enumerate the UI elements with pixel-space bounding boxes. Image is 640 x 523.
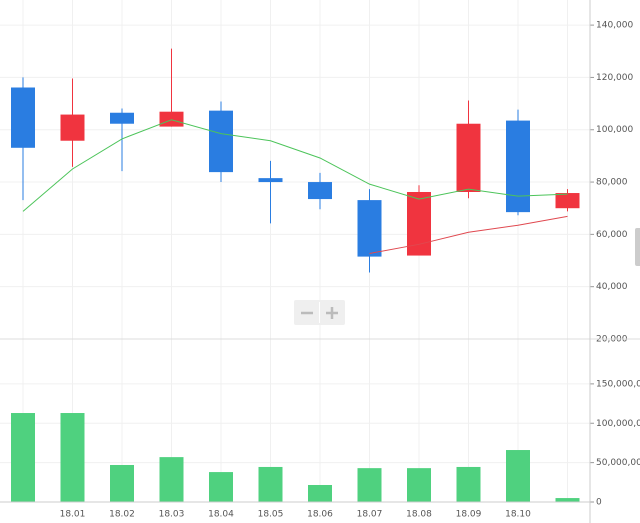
y-tick-label: 140,000 xyxy=(596,21,633,31)
candle-body xyxy=(258,178,283,183)
volume-bar xyxy=(308,484,332,502)
candle-body xyxy=(506,120,530,213)
x-tick-label: 18.06 xyxy=(307,510,333,520)
volume-bar xyxy=(456,466,481,502)
volume-bar xyxy=(159,457,184,502)
x-tick-label: 18.04 xyxy=(208,510,234,520)
candle-body xyxy=(456,123,481,192)
side-tab[interactable] xyxy=(635,228,640,266)
y-tick-label: 100,000 xyxy=(596,125,633,135)
volume-bar xyxy=(258,466,283,502)
volume-bar xyxy=(209,472,233,502)
y-tick-label: 100,000,000 xyxy=(596,419,640,429)
x-tick-label: 18.09 xyxy=(456,510,482,520)
candle-body xyxy=(407,191,431,256)
candle-body xyxy=(555,193,580,209)
x-tick-label: 18.05 xyxy=(258,510,284,520)
moving-average-line xyxy=(22,119,568,212)
y-tick-label: 80,000 xyxy=(596,178,628,188)
volume-bar xyxy=(506,450,530,502)
x-tick-label: 18.01 xyxy=(60,510,86,520)
candle-body xyxy=(159,111,184,127)
volume-bar xyxy=(110,464,134,502)
y-tick-label: 150,000,000 xyxy=(596,379,640,389)
candle-body xyxy=(357,200,382,257)
x-tick-label: 18.10 xyxy=(505,510,531,520)
volume-bar xyxy=(407,468,431,502)
candle-body xyxy=(11,87,35,148)
candle-body xyxy=(308,182,332,200)
y-tick-label: 40,000 xyxy=(596,282,628,292)
candle-body xyxy=(209,110,233,173)
y-tick-label: 50,000,000 xyxy=(596,458,640,468)
x-tick-label: 18.02 xyxy=(109,510,135,520)
volume-bar xyxy=(357,468,382,502)
volume-bar xyxy=(555,498,580,502)
y-tick-label: 120,000 xyxy=(596,73,633,83)
x-tick-label: 18.07 xyxy=(357,510,383,520)
moving-average-line xyxy=(369,215,568,254)
y-tick-label: 60,000 xyxy=(596,230,628,240)
candle-body xyxy=(110,112,134,124)
candle-body xyxy=(60,114,85,141)
volume-bar xyxy=(11,413,35,502)
y-tick-label: 0 xyxy=(596,498,602,508)
x-tick-label: 18.03 xyxy=(159,510,185,520)
x-tick-label: 18.08 xyxy=(406,510,432,520)
volume-bar xyxy=(60,413,85,502)
